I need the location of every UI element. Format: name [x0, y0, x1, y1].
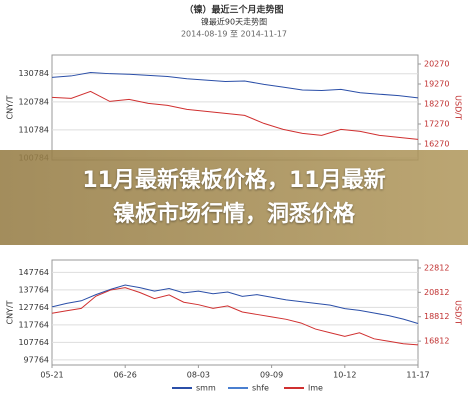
series-line [51, 284, 419, 325]
chart-subtitle: 镍最近90天走势图 [201, 17, 267, 27]
y2-tick-label: 22812 [424, 263, 449, 272]
x-tick-label: 10-12 [333, 371, 356, 380]
y2-tick-label: 18270 [424, 100, 449, 109]
y2-tick-label: 19270 [424, 80, 449, 89]
banner: 11月最新镍板价格，11月最新 镍板市场行情，洞悉价格 [0, 150, 468, 245]
y-axis-label: CNY/T [6, 300, 15, 324]
banner-line: 11月最新镍板价格，11月最新 [82, 167, 386, 193]
y-tick-label: 117764 [18, 320, 49, 329]
y2-tick-label: 16812 [424, 337, 449, 346]
x-tick-label: 11-17 [406, 371, 429, 380]
y2-tick-label: 16270 [424, 140, 449, 149]
y2-tick-label: 20270 [424, 60, 449, 69]
y-tick-label: 107764 [18, 338, 49, 347]
y-tick-label: 120784 [18, 97, 49, 106]
series-line [51, 90, 419, 140]
y-tick-label: 130784 [18, 69, 49, 78]
chart-title: （镍）最近三个月走势图 [184, 4, 283, 16]
legend-label: lme [308, 384, 323, 393]
y2-axis-label: USD/T [454, 300, 463, 325]
y-tick-label: 110784 [18, 125, 49, 134]
x-tick-label: 06-26 [114, 371, 137, 380]
banner-line: 镍板市场行情，洞悉价格 [112, 201, 355, 227]
x-tick-label: 09-09 [260, 371, 283, 380]
y-tick-label: 137764 [18, 285, 49, 294]
y2-axis-label: USD/T [454, 95, 463, 120]
plot-area [51, 54, 419, 161]
plot-area [51, 259, 419, 366]
y-axis-label: CNY/T [6, 95, 15, 119]
x-tick-label: 08-03 [187, 371, 210, 380]
y-tick-label: 127764 [18, 303, 49, 312]
series-line [51, 287, 419, 346]
y2-tick-label: 17270 [424, 120, 449, 129]
y-tick-label: 97764 [24, 355, 49, 364]
y2-tick-label: 18812 [424, 312, 449, 321]
y2-tick-label: 20812 [424, 288, 449, 297]
x-tick-label: 05-21 [40, 371, 63, 380]
y-tick-label: 147764 [18, 268, 49, 277]
date-range: 2014-08-19 至 2014-11-17 [181, 30, 287, 39]
legend-label: smm [196, 384, 216, 393]
series-line [51, 72, 419, 99]
legend-label: shfe [252, 384, 269, 393]
